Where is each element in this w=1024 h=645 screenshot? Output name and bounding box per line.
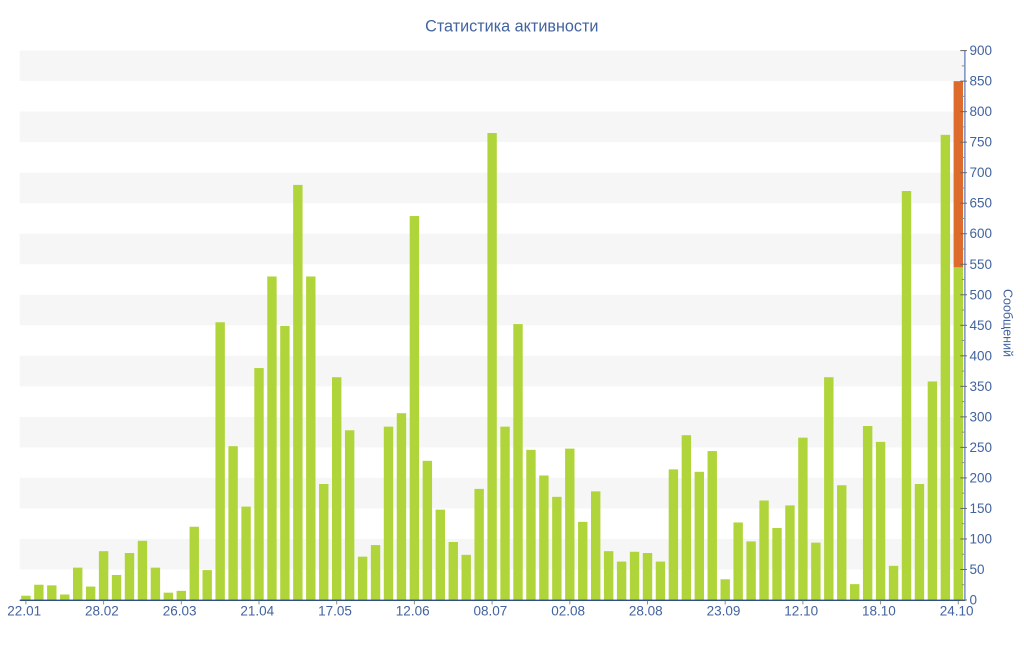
svg-text:21.04: 21.04 [240, 604, 274, 619]
svg-text:200: 200 [970, 470, 993, 485]
svg-text:900: 900 [970, 43, 993, 58]
svg-text:450: 450 [970, 318, 993, 333]
svg-text:0: 0 [970, 593, 978, 608]
svg-text:28.02: 28.02 [85, 604, 119, 619]
svg-text:650: 650 [970, 196, 993, 211]
svg-text:400: 400 [970, 348, 993, 363]
svg-text:50: 50 [970, 562, 985, 577]
svg-text:12.06: 12.06 [396, 604, 430, 619]
svg-text:Статистика активности: Статистика активности [425, 18, 598, 36]
svg-text:08.07: 08.07 [474, 604, 508, 619]
svg-text:350: 350 [970, 379, 993, 394]
svg-text:600: 600 [970, 226, 993, 241]
svg-text:150: 150 [970, 501, 993, 516]
svg-text:750: 750 [970, 135, 993, 150]
svg-text:700: 700 [970, 165, 993, 180]
svg-text:300: 300 [970, 409, 993, 424]
svg-text:17.05: 17.05 [318, 604, 352, 619]
svg-text:22.01: 22.01 [7, 604, 41, 619]
svg-text:100: 100 [970, 531, 993, 546]
svg-text:23.09: 23.09 [707, 604, 741, 619]
svg-text:12.10: 12.10 [784, 604, 818, 619]
svg-text:250: 250 [970, 440, 993, 455]
svg-text:24.10: 24.10 [940, 604, 974, 619]
svg-text:18.10: 18.10 [862, 604, 896, 619]
svg-text:28.08: 28.08 [629, 604, 663, 619]
svg-text:800: 800 [970, 104, 993, 119]
svg-text:850: 850 [970, 74, 993, 89]
svg-text:550: 550 [970, 257, 993, 272]
svg-text:Сообщений: Сообщений [1001, 289, 1015, 357]
svg-text:02.08: 02.08 [551, 604, 585, 619]
svg-text:500: 500 [970, 287, 993, 302]
svg-text:26.03: 26.03 [163, 604, 197, 619]
